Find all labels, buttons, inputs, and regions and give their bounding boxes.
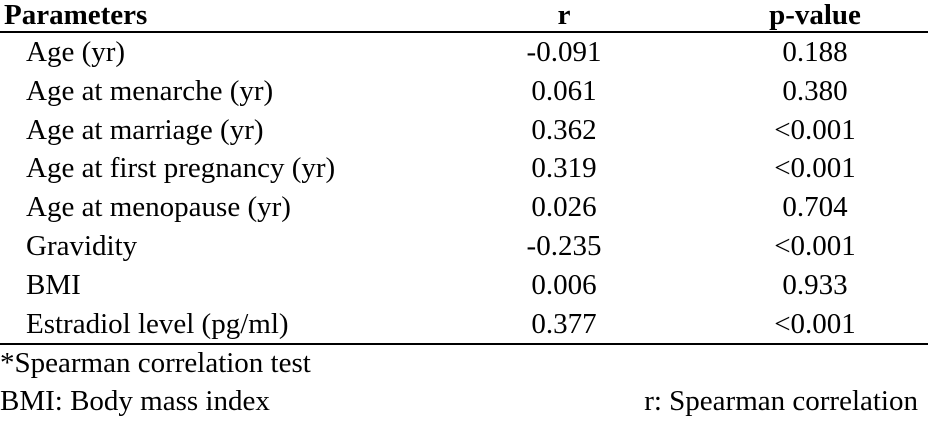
footnote-line-1: *Spearman correlation test [0, 344, 928, 382]
table-row: Age (yr) -0.091 0.188 [0, 32, 928, 72]
header-p-value: p-value [662, 0, 928, 33]
cell-parameter: BMI [26, 268, 81, 301]
cell-r: 0.377 [466, 304, 662, 346]
correlation-table: Parameters r p-value Age (yr) -0.091 0.1… [0, 0, 928, 346]
cell-r: 0.006 [531, 268, 597, 301]
table-header: Parameters r p-value [0, 0, 928, 33]
cell-parameter: Age (yr) [26, 36, 126, 68]
cell-r: 0.026 [531, 191, 597, 224]
cell-p-value: <0.001 [774, 229, 856, 262]
cell-r: 0.319 [531, 152, 597, 185]
footnote-test: *Spearman correlation test [0, 347, 311, 379]
cell-parameter: Estradiol level (pg/ml) [0, 304, 466, 346]
table-row: Age at menopause (yr) 0.026 0.704 [0, 188, 928, 227]
footnote-r-abbrev: r: Spearman correlation [644, 385, 918, 417]
footnote-bmi-abbrev: BMI: Body mass index [0, 385, 270, 417]
cell-p-value: <0.001 [774, 152, 856, 185]
correlation-table-container: Parameters r p-value Age (yr) -0.091 0.1… [0, 0, 928, 346]
cell-r: -0.091 [526, 36, 602, 68]
cell-p-value: <0.001 [774, 113, 856, 146]
table-row: Estradiol level (pg/ml) 0.377 <0.001 [0, 304, 928, 346]
cell-r: 0.061 [531, 74, 597, 107]
cell-p-value: 0.933 [782, 268, 848, 301]
cell-parameter: Age at first pregnancy (yr) [26, 152, 336, 185]
cell-p-value: <0.001 [662, 304, 928, 346]
table-footnotes: *Spearman correlation test BMI: Body mas… [0, 344, 928, 420]
header-row: Parameters r p-value [0, 0, 928, 33]
cell-p-value: 0.188 [782, 36, 848, 68]
cell-parameter: Age at menarche (yr) [26, 74, 274, 107]
cell-r: -0.235 [526, 229, 602, 262]
cell-parameter: Age at menopause (yr) [26, 191, 291, 224]
table-row: Age at menarche (yr) 0.061 0.380 [0, 72, 928, 111]
cell-parameter: Age at marriage (yr) [26, 113, 264, 146]
cell-parameter: Gravidity [26, 229, 138, 262]
table-row: Gravidity -0.235 <0.001 [0, 227, 928, 266]
cell-r: 0.362 [531, 113, 597, 146]
table-row: Age at first pregnancy (yr) 0.319 <0.001 [0, 149, 928, 188]
cell-p-value: 0.704 [782, 191, 848, 224]
table-row: BMI 0.006 0.933 [0, 266, 928, 305]
header-parameters: Parameters [0, 0, 466, 33]
header-r: r [466, 0, 662, 33]
footnote-line-2: BMI: Body mass index r: Spearman correla… [0, 382, 928, 420]
table-row: Age at marriage (yr) 0.362 <0.001 [0, 111, 928, 150]
table-body: Age (yr) -0.091 0.188 Age at menarche (y… [0, 32, 928, 346]
cell-p-value: 0.380 [782, 74, 848, 107]
